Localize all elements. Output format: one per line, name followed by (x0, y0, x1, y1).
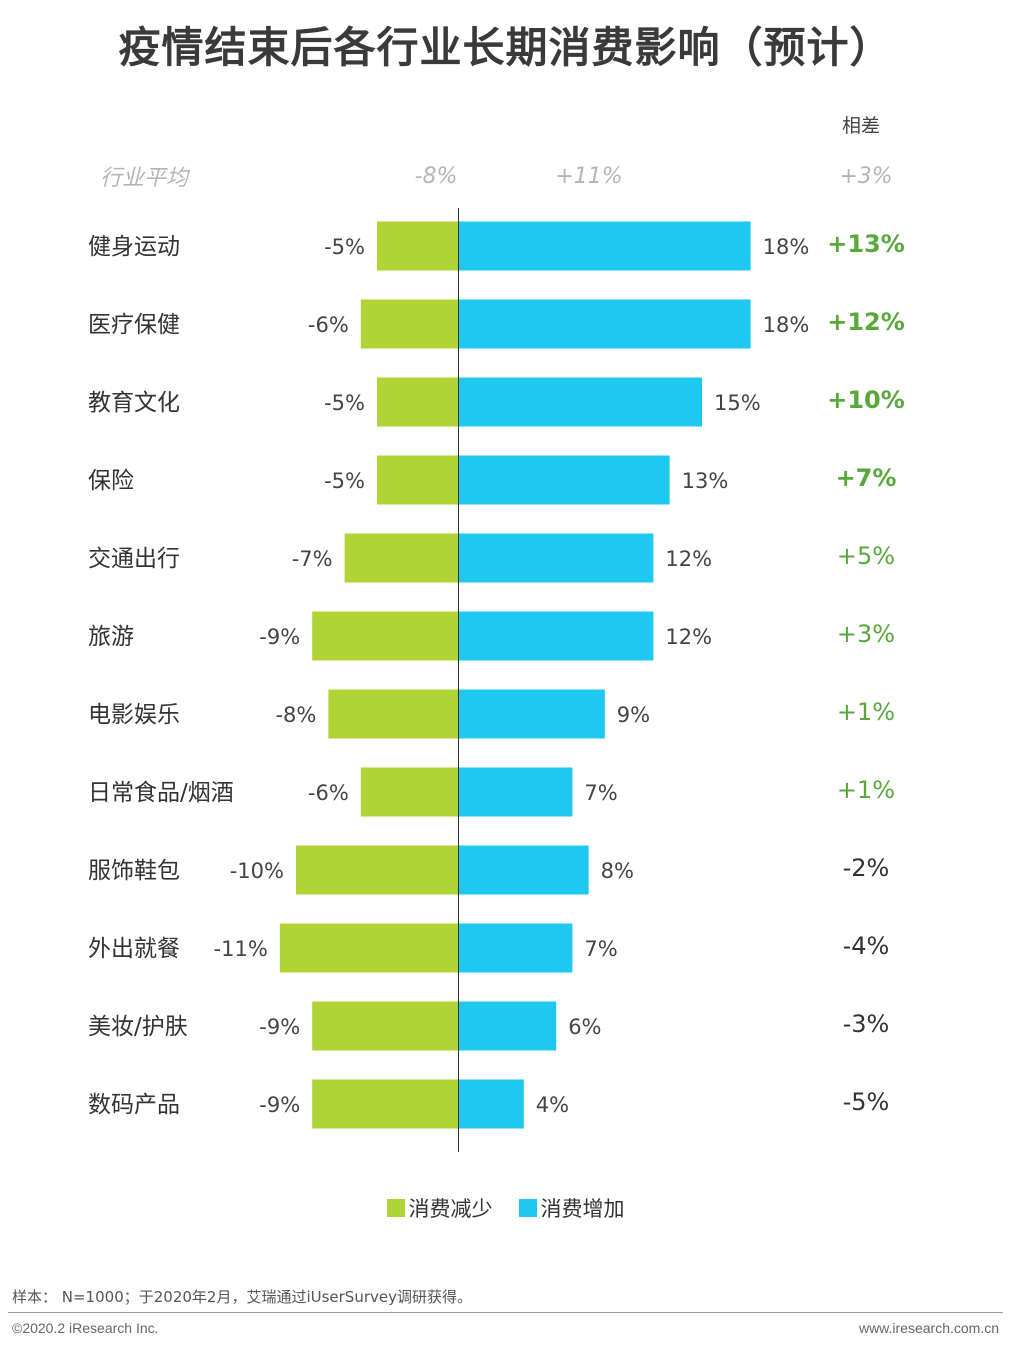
category-label: 教育文化 (88, 390, 180, 416)
category-label: 健身运动 (88, 234, 180, 260)
bar-decrease (296, 845, 458, 895)
data-label-decrease: -8% (275, 703, 316, 727)
legend-swatch-increase (518, 1199, 537, 1217)
difference-label: +7% (836, 464, 897, 492)
chart-rows: 健身运动 -5% 18% +13% 医疗保健 -6% 18% +12% 教育文化 -5% 15% +1… (88, 221, 905, 1129)
data-label-increase: 6% (568, 1015, 601, 1039)
bar-increase (459, 689, 605, 739)
category-label: 美妆/护肤 (88, 1014, 188, 1040)
difference-label: +1% (837, 776, 895, 804)
industry-average-label: 行业平均 (100, 166, 191, 191)
bar-increase (459, 767, 573, 817)
bar-decrease (328, 689, 458, 739)
data-label-increase: 18% (763, 313, 810, 337)
data-label-increase: 7% (584, 937, 617, 961)
data-label-increase: 13% (682, 469, 729, 493)
difference-label: -4% (843, 932, 890, 960)
category-label: 保险 (88, 468, 134, 494)
data-label-decrease: -5% (324, 235, 365, 259)
category-label: 日常食品/烟酒 (88, 780, 234, 806)
bar-increase (459, 377, 702, 427)
data-label-increase: 4% (536, 1093, 569, 1117)
data-label-decrease: -9% (259, 1015, 300, 1039)
legend-label-decrease: 消费减少 (408, 1197, 493, 1221)
difference-label: -2% (843, 854, 890, 882)
legend-label-increase: 消费增加 (540, 1197, 625, 1221)
bar-decrease (377, 221, 458, 271)
bar-decrease (344, 533, 458, 583)
legend-item-increase: 消费增加 (518, 1193, 625, 1223)
bar-decrease (360, 767, 458, 817)
bar-decrease (312, 611, 458, 661)
bar-increase (459, 299, 751, 349)
data-label-decrease: -6% (308, 781, 349, 805)
sample-note: 样本： N=1000；于2020年2月，艾瑞通过iUserSurvey调研获得。 (12, 1288, 472, 1306)
bar-decrease (377, 377, 458, 427)
category-label: 服饰鞋包 (88, 858, 180, 884)
data-label-increase: 18% (763, 235, 810, 259)
data-label-increase: 7% (584, 781, 617, 805)
difference-label: +10% (827, 386, 905, 414)
category-label: 医疗保健 (88, 312, 180, 338)
legend-item-decrease: 消费减少 (386, 1193, 493, 1223)
data-label-increase: 12% (665, 625, 712, 649)
average-decrease-label: -8% (415, 164, 458, 189)
bar-increase (459, 221, 751, 271)
category-label: 外出就餐 (88, 936, 180, 962)
difference-label: +3% (837, 620, 895, 648)
bar-decrease (312, 1001, 458, 1051)
footer-divider (8, 1312, 1003, 1313)
difference-label: +12% (827, 308, 905, 336)
bar-increase (459, 845, 589, 895)
average-increase-label: +11% (555, 164, 622, 189)
legend-swatch-decrease (386, 1199, 405, 1217)
difference-header: 相差 (842, 115, 880, 137)
website-link[interactable]: www.iresearch.com.cn (858, 1320, 999, 1336)
bar-decrease (377, 455, 458, 505)
bar-increase (459, 1001, 557, 1051)
bar-increase (459, 611, 654, 661)
category-label: 旅游 (88, 624, 134, 650)
bar-decrease (312, 1079, 458, 1129)
bar-decrease (279, 923, 458, 973)
data-label-decrease: -10% (230, 859, 284, 883)
bar-increase (459, 533, 654, 583)
data-label-increase: 15% (714, 391, 761, 415)
data-label-increase: 8% (601, 859, 634, 883)
data-label-decrease: -9% (259, 1093, 300, 1117)
data-label-decrease: -5% (324, 391, 365, 415)
difference-label: +13% (827, 230, 905, 258)
data-label-decrease: -9% (259, 625, 300, 649)
category-label: 电影娱乐 (88, 702, 180, 728)
data-label-decrease: -7% (292, 547, 333, 571)
data-label-decrease: -11% (214, 937, 268, 961)
bar-decrease (360, 299, 458, 349)
bar-increase (459, 923, 573, 973)
average-difference-label: +3% (839, 164, 892, 189)
difference-label: +5% (837, 542, 895, 570)
data-label-decrease: -6% (308, 313, 349, 337)
difference-label: -5% (843, 1088, 890, 1116)
bar-increase (459, 1079, 524, 1129)
legend: 消费减少 消费增加 (0, 1193, 1011, 1223)
bar-increase (459, 455, 670, 505)
diverging-bar-chart: 行业平均 -8% +11% 相差 +3% 健身运动 -5% 18% +13% 医疗保健 -… (88, 115, 905, 1152)
difference-label: +1% (837, 698, 895, 726)
difference-label: -3% (843, 1010, 890, 1038)
data-label-decrease: -5% (324, 469, 365, 493)
category-label: 数码产品 (88, 1092, 180, 1118)
category-label: 交通出行 (88, 546, 180, 572)
chart-title: 疫情结束后各行业长期消费影响（预计） (118, 23, 893, 72)
copyright-text: ©2020.2 iResearch Inc. (12, 1320, 159, 1336)
data-label-increase: 9% (617, 703, 650, 727)
data-label-increase: 12% (665, 547, 712, 571)
